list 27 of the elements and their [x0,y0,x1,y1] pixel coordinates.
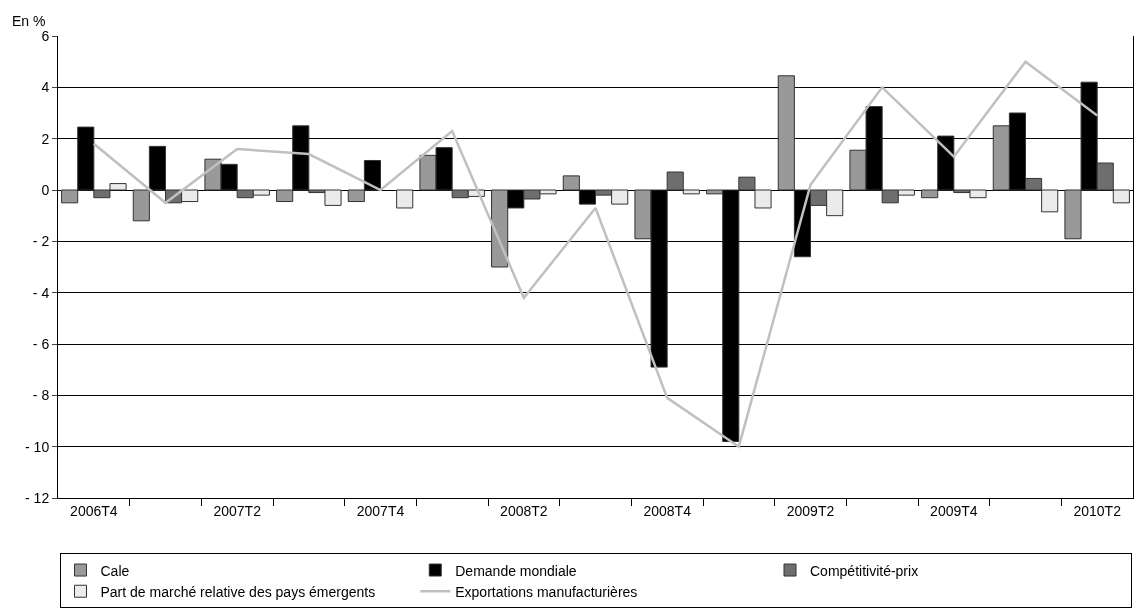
legend-label: Demande mondiale [455,562,577,579]
y-tick-label: - 2 [32,233,50,250]
y-tick-label: 4 [41,79,50,96]
legend-label: Cale [100,562,130,579]
legend-label: Exportations manufacturières [455,583,638,600]
x-tick-label: 2008T2 [500,502,548,519]
y-axis-title: En % [12,13,46,29]
legend-label: Compétitivité-prix [810,562,919,579]
y-tick-label: - 10 [25,438,50,455]
y-tick-label: - 12 [25,489,50,506]
x-tick-label: 2006T4 [70,502,118,519]
x-tick-label: 2008T4 [643,502,692,519]
line-series [92,60,1099,448]
x-tick-label: 2009T2 [786,502,835,519]
x-tick-label: 2007T4 [356,502,405,519]
y-tick-label: - 8 [32,387,50,404]
y-tick-label: - 4 [32,284,50,301]
bar [396,189,414,209]
bar [132,189,150,222]
y-tick-label: 2 [41,130,50,147]
y-tick-label: 0 [41,181,50,198]
y-tick-label: - 6 [32,335,50,352]
y-tick-label: 6 [41,27,50,44]
legend-label: Part de marché relative des pays émergents [100,583,376,600]
x-tick-label: 2007T2 [213,502,262,519]
x-tick-label: 2009T4 [930,502,978,519]
x-tick-label: 2010T2 [1073,502,1122,519]
